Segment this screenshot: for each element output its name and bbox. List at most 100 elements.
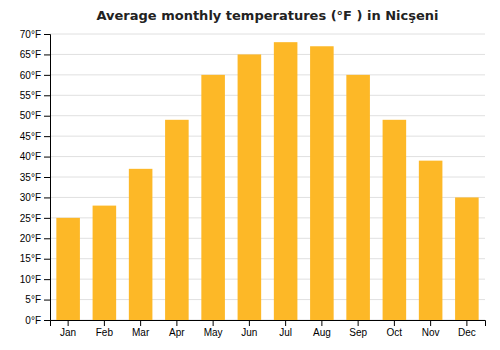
y-tick-label: 50°F	[20, 110, 41, 121]
y-tick-label: 25°F	[20, 213, 41, 224]
y-tick: 35°F	[20, 172, 50, 183]
title: Average monthly temperatures (°F ) in Ni…	[96, 8, 438, 23]
x-tick: Jan	[60, 320, 76, 338]
y-tick-label: 60°F	[20, 70, 41, 81]
y-tick-label: 70°F	[20, 29, 41, 40]
bar	[129, 169, 153, 320]
x-tick-label: Feb	[96, 327, 114, 338]
y-tick: 60°F	[20, 70, 50, 81]
x-axis-line	[51, 321, 486, 327]
x-tick: Jul	[279, 320, 292, 338]
y-tick: 65°F	[20, 49, 50, 60]
bar	[238, 54, 262, 320]
x-tick-mark	[104, 320, 105, 326]
y-tick-label: 35°F	[20, 172, 41, 183]
y-tick: 55°F	[20, 90, 50, 101]
x-tick: Aug	[313, 320, 331, 338]
y-tick: 15°F	[20, 253, 50, 264]
chart: Average monthly temperatures (°F ) in Ni…	[0, 0, 500, 350]
y-tick-mark	[44, 320, 50, 321]
y-tick-label: 40°F	[20, 151, 41, 162]
x-tick-label: Apr	[169, 327, 185, 338]
y-tick-mark	[44, 197, 50, 198]
y-tick-mark	[44, 34, 50, 35]
x-tick-mark	[321, 320, 322, 326]
x-tick: Nov	[422, 320, 440, 338]
grid-line	[50, 34, 485, 35]
x-tick: Feb	[96, 320, 114, 338]
plot: 0°F 5°F 10°F 15°F 20°F 25°F 30°F 35°F 40°F 45°F 50…	[20, 29, 486, 338]
grid-line	[50, 54, 485, 55]
grid-line	[50, 74, 485, 75]
x-axis: Jan Feb Mar Apr May Jun Jul Aug Sep Oct Nov Dec	[51, 320, 486, 338]
x-tick-mark	[249, 320, 250, 326]
bar	[201, 75, 225, 320]
x-tick-mark	[213, 320, 214, 326]
bar	[165, 120, 189, 320]
y-tick-mark	[44, 218, 50, 219]
grid-line	[50, 115, 485, 116]
x-tick-mark	[285, 320, 286, 326]
y-tick: 25°F	[20, 213, 50, 224]
x-tick-label: May	[204, 327, 223, 338]
x-tick: Apr	[169, 320, 185, 338]
y-tick-label: 20°F	[20, 233, 41, 244]
y-tick-label: 5°F	[25, 294, 41, 305]
y-tick: 5°F	[25, 294, 50, 305]
y-tick-label: 10°F	[20, 274, 41, 285]
y-tick-mark	[44, 259, 50, 260]
x-tick-mark	[430, 320, 431, 326]
y-tick: 70°F	[20, 29, 50, 40]
y-tick-label: 0°F	[25, 315, 41, 326]
y-tick: 10°F	[20, 274, 50, 285]
bar	[419, 161, 443, 320]
x-tick-label: Mar	[132, 327, 150, 338]
grid-line	[50, 156, 485, 157]
x-tick: Mar	[132, 320, 150, 338]
y-tick: 50°F	[20, 110, 50, 121]
y-tick-label: 30°F	[20, 192, 41, 203]
bar	[93, 206, 117, 320]
y-tick-mark	[44, 75, 50, 76]
y-tick-label: 55°F	[20, 90, 41, 101]
x-tick: May	[204, 320, 223, 338]
y-tick-mark	[44, 95, 50, 96]
x-tick: Jun	[241, 320, 257, 338]
x-tick-mark	[394, 320, 395, 326]
bar	[346, 75, 370, 320]
y-tick-label: 15°F	[20, 253, 41, 264]
bar	[455, 197, 479, 320]
x-tick-label: Dec	[458, 327, 476, 338]
grid-line	[50, 95, 485, 96]
y-tick: 0°F	[25, 315, 50, 326]
y-tick-label: 45°F	[20, 131, 41, 142]
bar	[56, 218, 80, 320]
y-tick-mark	[44, 157, 50, 158]
x-tick-mark	[68, 320, 69, 326]
bars	[56, 42, 478, 320]
x-tick: Sep	[349, 320, 367, 338]
x-tick-mark	[358, 320, 359, 326]
y-tick: 20°F	[20, 233, 50, 244]
x-tick-mark	[140, 320, 141, 326]
bar	[383, 120, 407, 320]
bar	[310, 46, 334, 320]
bar	[274, 42, 298, 320]
x-tick-mark	[466, 320, 467, 326]
y-tick-mark	[44, 300, 50, 301]
y-tick-mark	[44, 238, 50, 239]
y-tick-mark	[44, 177, 50, 178]
x-tick-label: Oct	[387, 327, 403, 338]
y-tick: 30°F	[20, 192, 50, 203]
x-tick-label: Jul	[279, 327, 292, 338]
y-tick-label: 65°F	[20, 49, 41, 60]
grid	[50, 34, 485, 320]
y-tick-mark	[44, 116, 50, 117]
x-tick-label: Jan	[60, 327, 76, 338]
x-tick-label: Nov	[422, 327, 440, 338]
y-tick: 40°F	[20, 151, 50, 162]
y-tick-mark	[44, 279, 50, 280]
grid-line	[50, 136, 485, 137]
y-tick-mark	[44, 136, 50, 137]
x-tick-label: Sep	[349, 327, 367, 338]
